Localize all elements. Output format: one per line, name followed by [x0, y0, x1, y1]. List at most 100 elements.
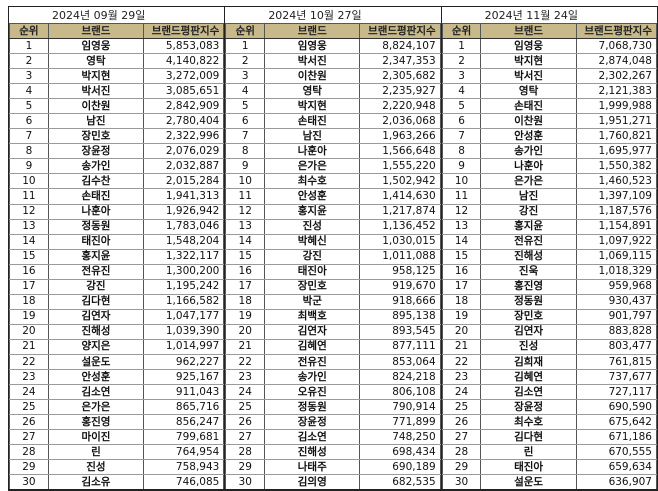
table-row: 19 최백호 895,138 — [225, 309, 441, 325]
table-row: 27 김소연 748,250 — [225, 429, 441, 446]
brand-name-cell: 설운도 — [480, 474, 577, 491]
table-row: 5 손태진 1,999,988 — [441, 98, 657, 115]
score-cell: 1,951,271 — [575, 113, 657, 130]
table-row: 16 전유진 1,300,200 — [9, 264, 225, 280]
score-cell: 758,943 — [143, 459, 225, 476]
brand-name-cell: 임영웅 — [47, 38, 145, 55]
table-row: 29 태진아 659,634 — [441, 459, 657, 476]
brand-name-cell: 김연자 — [480, 324, 577, 340]
score-cell: 2,322,996 — [143, 128, 225, 145]
rank-cell: 28 — [9, 444, 49, 461]
brand-name-cell: 진성 — [47, 459, 145, 476]
brand-name-cell: 설운도 — [47, 354, 145, 371]
brand-name-cell: 김연자 — [264, 324, 361, 340]
brand-name-cell: 김연자 — [47, 309, 145, 325]
score-cell: 1,187,576 — [575, 204, 657, 220]
brand-name-cell: 김혜연 — [480, 369, 577, 386]
rank-cell: 5 — [9, 98, 49, 115]
score-cell: 1,548,204 — [143, 234, 225, 250]
brand-name-cell: 박서진 — [47, 83, 145, 100]
score-cell: 1,926,942 — [143, 204, 225, 220]
brand-name-cell: 장윤정 — [47, 143, 145, 160]
table-row: 18 김다현 1,166,582 — [9, 294, 225, 310]
score-cell: 2,842,909 — [143, 98, 225, 115]
rank-cell: 19 — [9, 309, 49, 325]
rank-cell: 3 — [225, 68, 266, 85]
table-row: 7 안성훈 1,760,821 — [441, 128, 657, 145]
brand-name-cell: 김혜연 — [264, 339, 361, 355]
brand-name-cell: 홍진영 — [480, 279, 577, 295]
rank-cell: 1 — [441, 38, 482, 55]
score-cell: 659,634 — [575, 459, 657, 476]
rank-cell: 5 — [225, 98, 266, 115]
score-cell: 1,566,648 — [359, 143, 441, 160]
rank-cell: 10 — [225, 173, 266, 190]
brand-name-cell: 태진아 — [480, 459, 577, 476]
rank-cell: 9 — [9, 158, 49, 175]
rank-cell: 8 — [441, 143, 482, 160]
brand-name-cell: 이찬원 — [480, 113, 577, 130]
score-cell: 1,555,220 — [359, 158, 441, 175]
rank-cell: 11 — [9, 188, 49, 205]
brand-name-cell: 진성 — [264, 219, 361, 235]
score-cell: 8,824,107 — [359, 38, 441, 55]
score-cell: 2,235,927 — [359, 83, 441, 100]
score-cell: 1,030,015 — [359, 234, 441, 250]
ranking-table-panel: 2024년 10월 27일 순위 브랜드 브랜드평판지수 1 임영웅 8,824,107 2 박… — [224, 6, 441, 491]
score-cell: 962,227 — [143, 354, 225, 371]
score-cell: 958,125 — [359, 264, 441, 280]
brand-name-cell: 강진 — [47, 279, 145, 295]
table-row: 17 장민호 919,670 — [225, 279, 441, 295]
score-cell: 1,963,266 — [359, 128, 441, 145]
brand-name-cell: 안성훈 — [47, 369, 145, 386]
brand-name-cell: 진해성 — [47, 324, 145, 340]
rank-cell: 23 — [9, 369, 49, 386]
score-cell: 803,477 — [575, 339, 657, 355]
column-header-score: 브랜드평판지수 — [575, 23, 657, 39]
brand-name-cell: 전유진 — [264, 354, 361, 371]
date-row: 2024년 11월 24일 — [442, 7, 657, 24]
ranking-table: 2024년 10월 27일 순위 브랜드 브랜드평판지수 1 임영웅 8,824,107 2 박… — [225, 7, 441, 491]
table-row: 18 정동원 930,437 — [441, 294, 657, 310]
rank-cell: 4 — [9, 83, 49, 100]
score-cell: 919,670 — [359, 279, 441, 295]
score-cell: 2,121,383 — [575, 83, 657, 100]
table-row: 2 박지현 2,874,048 — [441, 53, 657, 70]
table-row: 30 설운도 636,907 — [441, 474, 657, 491]
table-row: 3 이찬원 2,305,682 — [225, 68, 441, 85]
score-cell: 959,968 — [575, 279, 657, 295]
score-cell: 1,300,200 — [143, 264, 225, 280]
score-cell: 790,914 — [359, 399, 441, 416]
rank-cell: 26 — [9, 414, 49, 431]
column-header-rank: 순위 — [225, 23, 266, 39]
brand-name-cell: 전유진 — [480, 234, 577, 250]
score-cell: 1,047,177 — [143, 309, 225, 325]
brand-name-cell: 이찬원 — [264, 68, 361, 85]
rank-cell: 10 — [9, 173, 49, 190]
score-cell: 1,414,630 — [359, 188, 441, 205]
score-cell: 901,797 — [575, 309, 657, 325]
table-date: 2024년 10월 27일 — [225, 7, 441, 24]
score-cell: 930,437 — [575, 294, 657, 310]
rank-cell: 30 — [225, 474, 266, 491]
score-cell: 1,039,390 — [143, 324, 225, 340]
brand-name-cell: 송가인 — [47, 158, 145, 175]
rank-cell: 27 — [225, 429, 266, 446]
table-row: 25 은가은 865,716 — [9, 399, 225, 416]
column-header-row: 순위 브랜드 브랜드평판지수 — [441, 23, 657, 39]
rank-cell: 17 — [9, 279, 49, 295]
rank-cell: 20 — [441, 324, 482, 340]
rank-cell: 21 — [225, 339, 266, 355]
brand-name-cell: 영탁 — [480, 83, 577, 100]
brand-name-cell: 최백호 — [264, 309, 361, 325]
rank-cell: 1 — [9, 38, 49, 55]
brand-name-cell: 오유진 — [264, 384, 361, 401]
table-row: 25 정동원 790,914 — [225, 399, 441, 416]
score-cell: 1,011,088 — [359, 249, 441, 265]
rank-cell: 29 — [441, 459, 482, 476]
column-header-row: 순위 브랜드 브랜드평판지수 — [9, 23, 225, 39]
score-cell: 2,780,404 — [143, 113, 225, 130]
score-cell: 698,434 — [359, 444, 441, 461]
score-cell: 671,186 — [575, 429, 657, 446]
table-row: 14 태진아 1,548,204 — [9, 234, 225, 250]
